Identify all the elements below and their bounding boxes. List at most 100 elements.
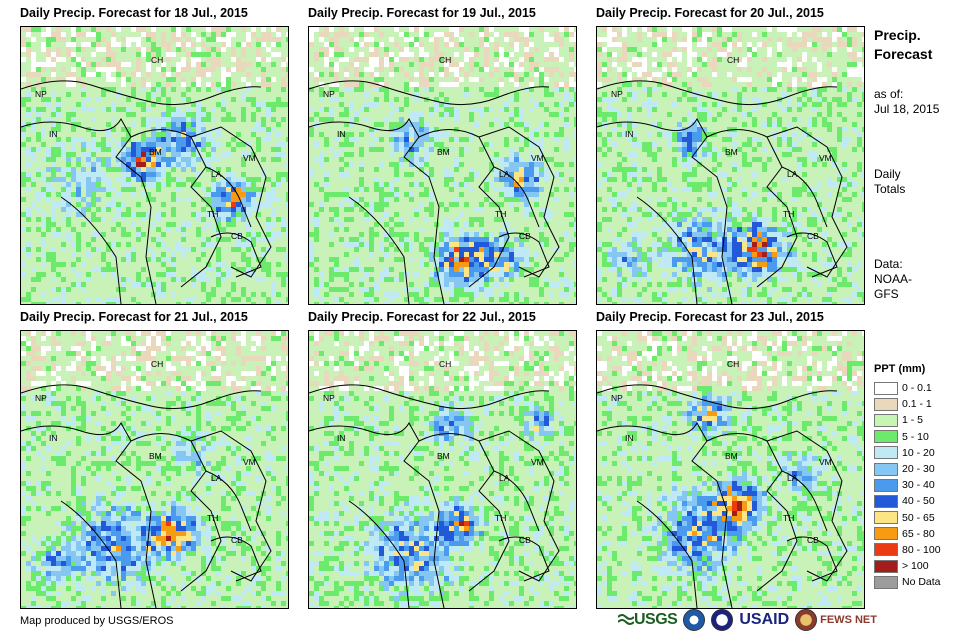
as-of-info: as of: Jul 18, 2015 xyxy=(874,87,939,117)
country-label: CB xyxy=(807,231,819,241)
totals-line1: Daily xyxy=(874,167,901,181)
country-label: LA xyxy=(211,169,222,179)
precip-map-image: CH NP IN BM LA VM TH CB xyxy=(597,331,864,608)
data-source-line2: NOAA- xyxy=(874,272,913,286)
country-label: BM xyxy=(725,147,738,157)
data-source-line3: GFS xyxy=(874,287,899,301)
legend-label: 80 - 100 xyxy=(902,543,941,556)
usaid-seal-icon xyxy=(711,609,734,631)
country-label: IN xyxy=(625,433,634,443)
legend-swatch xyxy=(874,413,898,427)
legend-item: 80 - 100 xyxy=(874,542,964,558)
country-label: CB xyxy=(231,231,243,241)
data-source-info: Data: NOAA- GFS xyxy=(874,257,912,302)
legend-swatch xyxy=(874,446,898,460)
country-label: NP xyxy=(35,393,47,403)
legend-label: 40 - 50 xyxy=(902,495,935,508)
legend-item: 1 - 5 xyxy=(874,412,964,428)
country-label: VM xyxy=(243,457,256,467)
country-label: BM xyxy=(149,147,162,157)
country-label: LA xyxy=(211,473,222,483)
legend-label: 50 - 65 xyxy=(902,511,935,524)
country-label: LA xyxy=(499,473,510,483)
as-of-label: as of: xyxy=(874,87,904,101)
legend-swatch xyxy=(874,478,898,492)
legend-swatch xyxy=(874,430,898,444)
legend-label: 10 - 20 xyxy=(902,446,935,459)
country-label: BM xyxy=(725,451,738,461)
precip-map-image: CH NP IN BM LA VM TH CB xyxy=(309,331,576,608)
panel-title: Daily Precip. Forecast for 23 Jul., 2015 xyxy=(596,310,824,324)
country-label: IN xyxy=(49,433,58,443)
legend-item: 30 - 40 xyxy=(874,477,964,493)
panel-title: Daily Precip. Forecast for 20 Jul., 2015 xyxy=(596,6,824,20)
country-label: IN xyxy=(337,129,346,139)
fews-net-logo-text: FEWS NET xyxy=(820,614,877,626)
legend-item: 65 - 80 xyxy=(874,526,964,542)
country-label: CH xyxy=(727,55,739,65)
side-title-line1: Precip. xyxy=(874,27,921,43)
legend-swatch xyxy=(874,511,898,525)
precip-map: CH NP IN BM LA VM TH CB xyxy=(308,26,577,305)
legend-swatch xyxy=(874,494,898,508)
country-label: BM xyxy=(437,451,450,461)
as-of-date: Jul 18, 2015 xyxy=(874,102,940,116)
country-label: VM xyxy=(243,153,256,163)
country-label: VM xyxy=(531,153,544,163)
precip-map-image: CH NP IN BM LA VM TH CB xyxy=(21,27,288,304)
noaa-logo-icon xyxy=(683,609,706,631)
legend-item: 50 - 65 xyxy=(874,510,964,526)
legend: PPT (mm) 0 - 0.1 0.1 - 1 1 - 5 5 - 10 10 - 2… xyxy=(874,363,964,590)
country-label: TH xyxy=(495,209,506,219)
precip-map: CH NP IN BM LA VM TH CB xyxy=(308,330,577,609)
country-label: IN xyxy=(49,129,58,139)
country-label: CH xyxy=(151,55,163,65)
precip-map: CH NP IN BM LA VM TH CB xyxy=(20,26,289,305)
usaid-logo-text: USAID xyxy=(739,611,790,628)
country-label: TH xyxy=(207,513,218,523)
country-label: CB xyxy=(807,535,819,545)
precip-map: CH NP IN BM LA VM TH CB xyxy=(596,26,865,305)
legend-label: No Data xyxy=(902,576,941,589)
map-credit: Map produced by USGS/EROS xyxy=(20,615,174,627)
legend-item: No Data xyxy=(874,574,964,590)
legend-label: 0.1 - 1 xyxy=(902,398,932,411)
agency-logos: USGS USAID FEWS NET xyxy=(618,606,877,634)
legend-swatch xyxy=(874,527,898,541)
legend-swatch xyxy=(874,381,898,395)
panel-title: Daily Precip. Forecast for 22 Jul., 2015 xyxy=(308,310,536,324)
legend-label: 65 - 80 xyxy=(902,527,935,540)
legend-swatch xyxy=(874,559,898,573)
country-label: LA xyxy=(499,169,510,179)
usgs-logo: USGS xyxy=(618,611,678,629)
country-label: VM xyxy=(531,457,544,467)
side-title-line2: Forecast xyxy=(874,46,933,62)
country-label: LA xyxy=(787,473,798,483)
legend-label: 1 - 5 xyxy=(902,414,924,427)
usaid-logo: USAID xyxy=(739,611,789,629)
legend-swatch xyxy=(874,543,898,557)
side-title: Precip. Forecast xyxy=(874,26,932,64)
country-label: TH xyxy=(495,513,506,523)
usgs-wave-icon xyxy=(618,614,634,625)
legend-label: 30 - 40 xyxy=(902,479,935,492)
country-label: NP xyxy=(611,89,623,99)
data-source-line1: Data: xyxy=(874,257,903,271)
country-label: CH xyxy=(439,359,451,369)
legend-item: > 100 xyxy=(874,558,964,574)
legend-item: 0 - 0.1 xyxy=(874,380,964,396)
usgs-logo-text: USGS xyxy=(634,611,678,628)
country-label: VM xyxy=(819,153,832,163)
totals-info: Daily Totals xyxy=(874,167,905,197)
legend-item: 5 - 10 xyxy=(874,429,964,445)
totals-line2: Totals xyxy=(874,182,906,196)
precip-map-image: CH NP IN BM LA VM TH CB xyxy=(21,331,288,608)
country-label: BM xyxy=(149,451,162,461)
legend-label: 0 - 0.1 xyxy=(902,382,932,395)
panel-title: Daily Precip. Forecast for 18 Jul., 2015 xyxy=(20,6,248,20)
country-label: CH xyxy=(439,55,451,65)
precip-map-image: CH NP IN BM LA VM TH CB xyxy=(597,27,864,304)
precip-map-image: CH NP IN BM LA VM TH CB xyxy=(309,27,576,304)
legend-swatch xyxy=(874,575,898,589)
country-label: CH xyxy=(151,359,163,369)
